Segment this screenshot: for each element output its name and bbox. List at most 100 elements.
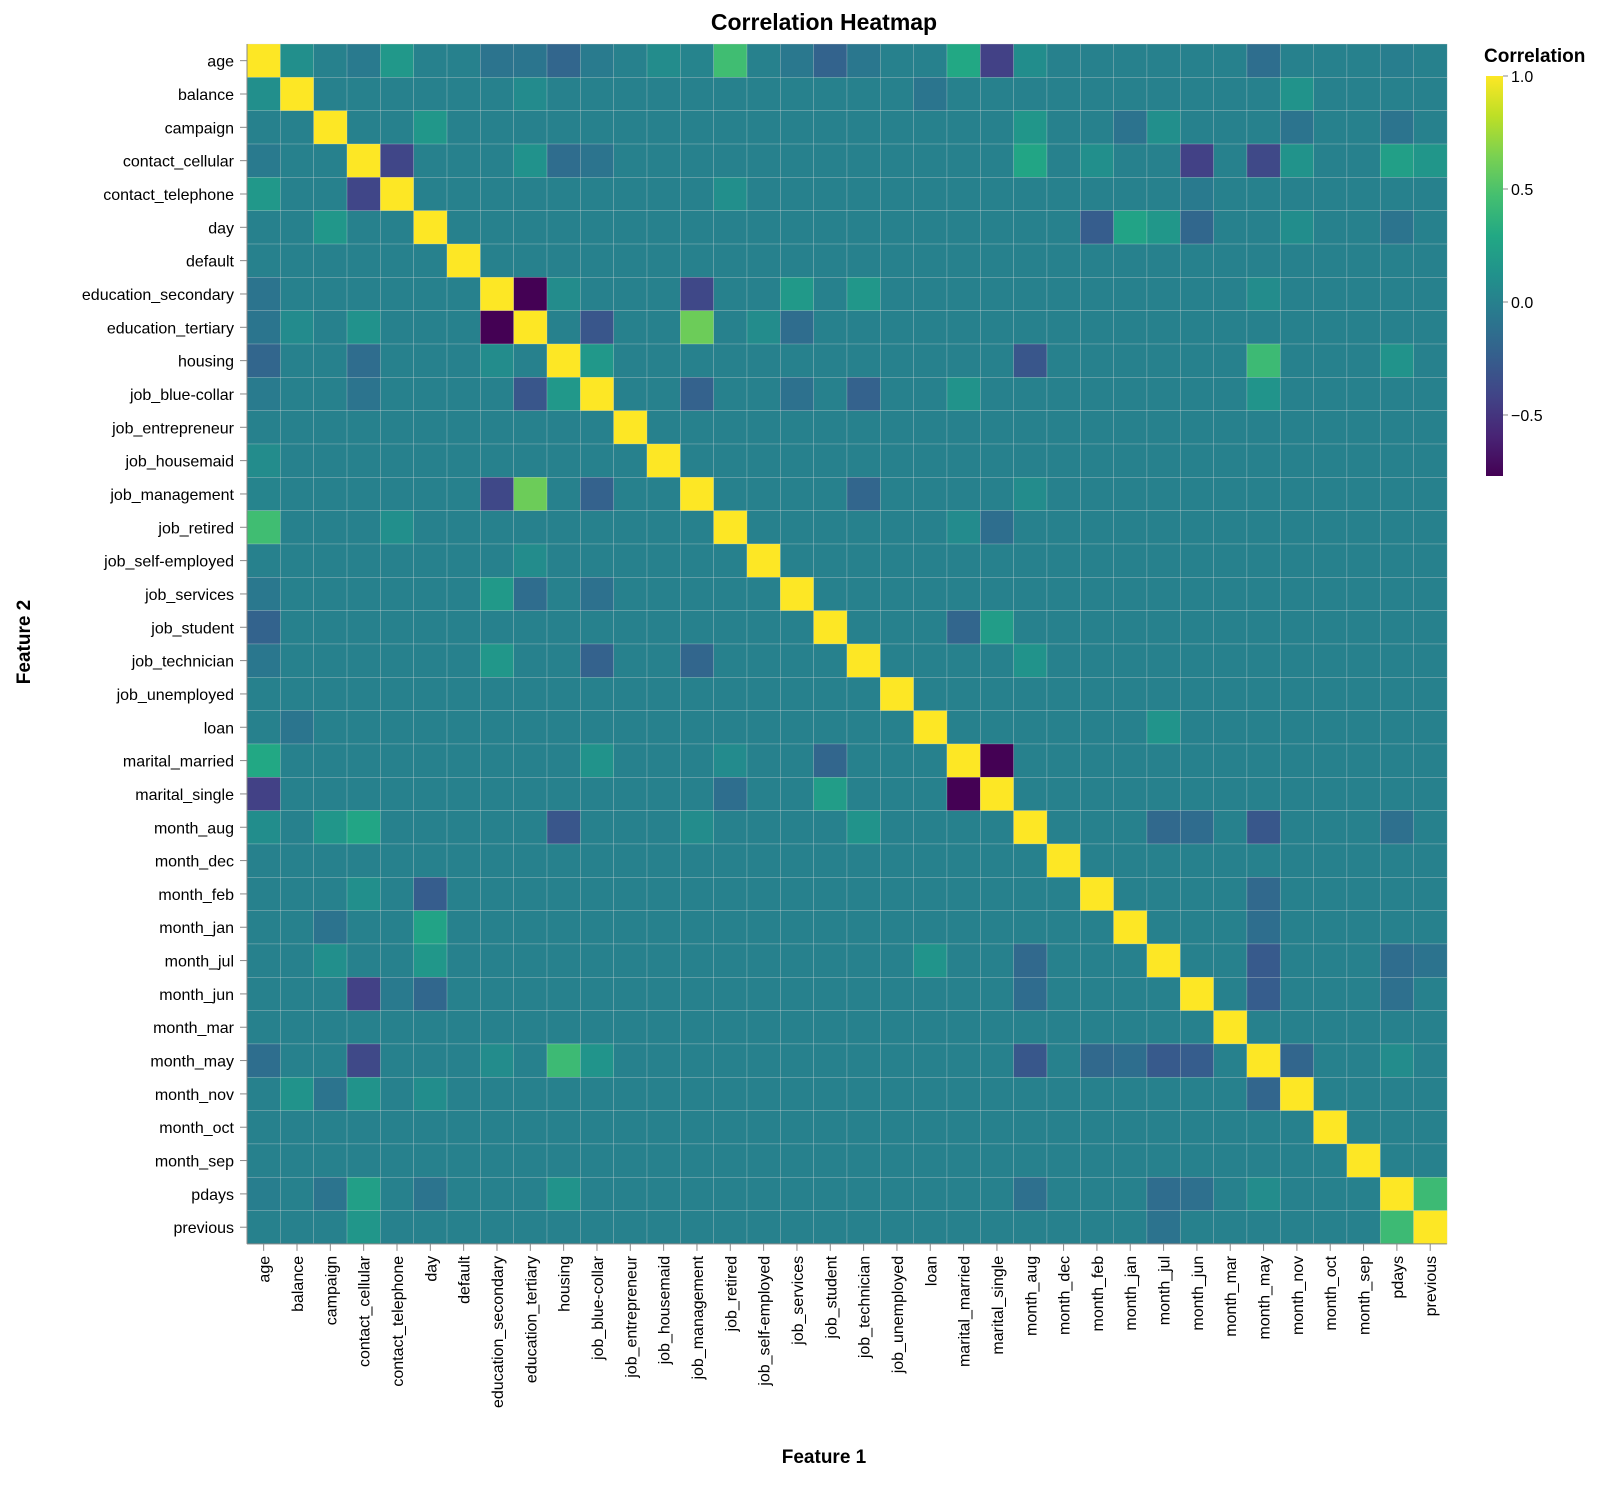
heatmap-cell (1179, 1176, 1215, 1212)
heatmap-cell (1146, 610, 1181, 645)
y-axis-title: Feature 2 (14, 600, 35, 684)
heatmap-cell (946, 277, 981, 312)
heatmap-cell (980, 43, 1015, 78)
heatmap-cell (380, 243, 415, 278)
heatmap-cell (646, 810, 681, 845)
heatmap-cell (913, 1143, 948, 1178)
heatmap-cell (1113, 976, 1148, 1012)
heatmap-cell (613, 243, 648, 278)
heatmap-cell (1179, 577, 1215, 612)
heatmap-cell (480, 1210, 515, 1245)
heatmap-cell (346, 177, 381, 212)
heatmap-cell (380, 710, 415, 745)
heatmap-cell (746, 510, 781, 545)
heatmap-cell (546, 110, 581, 145)
heatmap-cell (1113, 577, 1148, 612)
heatmap-cell (713, 677, 748, 712)
heatmap-cell (313, 1043, 348, 1078)
heatmap-cell (846, 543, 881, 578)
heatmap-cell (1279, 610, 1315, 645)
heatmap-cell (313, 976, 348, 1012)
heatmap-cell (913, 643, 948, 678)
heatmap-cell (380, 810, 415, 845)
heatmap-cell (746, 1210, 781, 1245)
heatmap-cell (446, 976, 481, 1012)
heatmap-cell (946, 543, 981, 578)
heatmap-cell (1046, 610, 1081, 645)
heatmap-cell (746, 1143, 781, 1178)
heatmap-cell (246, 777, 281, 812)
heatmap-cell (513, 377, 548, 412)
heatmap-cell (1013, 77, 1048, 112)
heatmap-cell (713, 210, 748, 245)
heatmap-cell (880, 1076, 915, 1112)
heatmap-cell (1346, 177, 1381, 212)
heatmap-cell (1080, 777, 1115, 812)
heatmap-cell (246, 510, 281, 545)
heatmap-cell (813, 743, 848, 778)
legend-tick-label: 0.0 (1511, 295, 1533, 312)
heatmap-cell (646, 343, 681, 378)
heatmap-cell (646, 110, 681, 145)
heatmap-cell (613, 343, 648, 378)
heatmap-cell (946, 1143, 981, 1178)
heatmap-cell (980, 610, 1015, 645)
heatmap-cell (813, 843, 848, 878)
heatmap-cell (580, 610, 615, 645)
heatmap-cell (846, 743, 881, 778)
heatmap-cell (546, 1143, 581, 1178)
heatmap-cell (380, 643, 415, 678)
heatmap-cell (1046, 1010, 1081, 1045)
heatmap-cell (613, 677, 648, 712)
heatmap-cell (1413, 77, 1448, 112)
heatmap-cell (1013, 710, 1048, 745)
x-tick-label: month_jun (1190, 1256, 1207, 1331)
heatmap-cell (813, 477, 848, 512)
heatmap-cell (1046, 410, 1081, 445)
heatmap-cell (480, 110, 515, 145)
heatmap-cell (646, 1176, 681, 1212)
heatmap-cell (1246, 777, 1281, 812)
x-tick-label: education_tertiary (523, 1256, 540, 1383)
heatmap-cell (1346, 810, 1381, 845)
heatmap-cell (1080, 1143, 1115, 1178)
heatmap-cell (980, 577, 1015, 612)
heatmap-cell (380, 377, 415, 412)
heatmap-cell (946, 477, 981, 512)
heatmap-cell (413, 477, 448, 512)
heatmap-cell (780, 243, 815, 278)
heatmap-cell (280, 777, 315, 812)
heatmap-cell (1113, 110, 1148, 145)
heatmap-cell (480, 77, 515, 112)
heatmap-cell (1379, 1176, 1415, 1212)
heatmap-cell (646, 210, 681, 245)
heatmap-cell (913, 877, 948, 912)
heatmap-cell (646, 277, 681, 312)
heatmap-cell (1179, 343, 1215, 378)
heatmap-cell (713, 877, 748, 912)
heatmap-cell (1146, 110, 1181, 145)
heatmap-cell (346, 110, 381, 145)
heatmap-cell (1013, 1043, 1048, 1078)
heatmap-cell (480, 210, 515, 245)
heatmap-cell (1113, 177, 1148, 212)
heatmap-cell (313, 277, 348, 312)
heatmap-cell (813, 110, 848, 145)
x-tick-label: job_housemaid (657, 1256, 674, 1366)
heatmap-cell (1179, 510, 1215, 545)
heatmap-cell (413, 1010, 448, 1045)
heatmap-cell (1246, 1143, 1281, 1178)
heatmap-cell (546, 510, 581, 545)
heatmap-cell (280, 510, 315, 545)
heatmap-cell (980, 710, 1015, 745)
heatmap-cell (480, 1076, 515, 1112)
x-tick-label: month_jul (1157, 1256, 1174, 1325)
heatmap-cell (713, 643, 748, 678)
heatmap-cell (980, 677, 1015, 712)
heatmap-cell (846, 643, 881, 678)
heatmap-cell (1413, 643, 1448, 678)
heatmap-cell (1080, 343, 1115, 378)
heatmap-cell (246, 110, 281, 145)
heatmap-cell (813, 643, 848, 678)
heatmap-cell (1146, 577, 1181, 612)
